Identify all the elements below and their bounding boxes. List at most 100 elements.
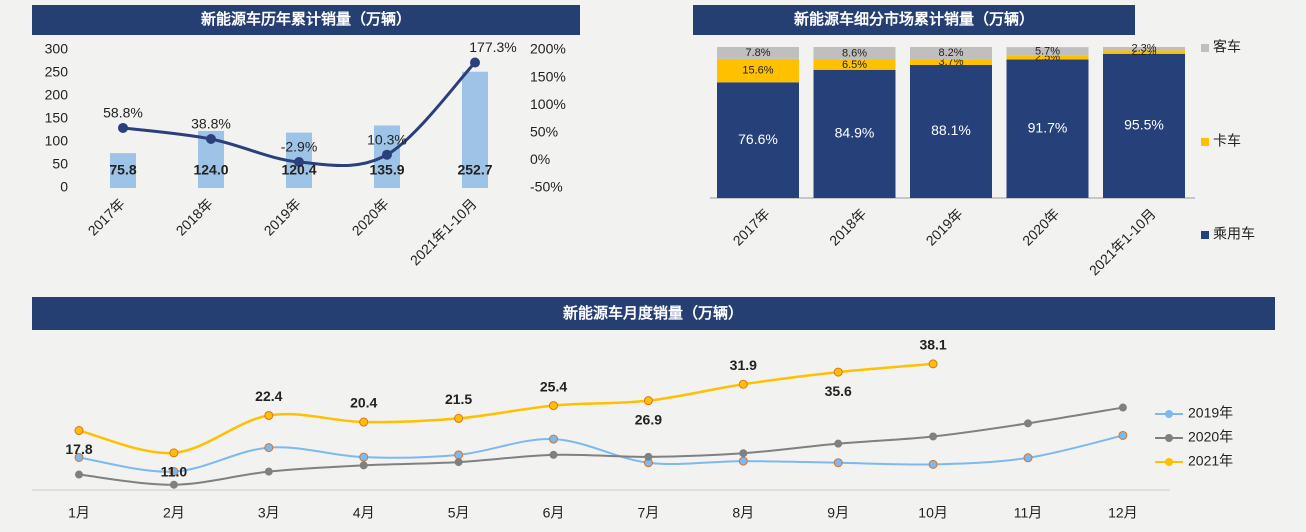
marker [738,456,748,466]
data-label: 20.4 [350,395,377,411]
data-label: 88.1% [931,122,971,138]
line [78,406,1124,486]
bar-segment [910,64,992,199]
legend-swatch [1201,44,1209,52]
x-tick-label: 6月 [543,505,565,521]
marker [738,379,748,389]
y-tick-label: 200 [45,87,69,103]
bar-segment [813,47,896,60]
y2-tick-label: 50% [530,124,558,140]
data-label: 10.3% [367,131,407,147]
data-label: 135.9 [369,162,404,178]
marker [359,461,368,470]
x-tick-label: 2018年 [172,195,215,238]
x-tick-label: 2021年1-10月 [407,195,480,268]
marker [834,439,843,448]
data-label: 31.9 [730,357,757,373]
x-tick-label: 2月 [163,505,185,521]
marker [454,413,464,423]
line [78,362,934,455]
marker [833,367,843,377]
y-tick-label: 100 [45,133,69,149]
data-label: 11.0 [161,464,188,480]
legend-label: 客车 [1213,39,1241,55]
legend-marker [1165,458,1173,466]
data-label: 17.8 [65,441,92,457]
marker [833,458,843,468]
marker [739,449,748,458]
marker [169,467,179,477]
marker [549,401,558,411]
title-bar [32,297,1275,330]
bar-segment [1006,59,1089,198]
marker [644,452,653,461]
data-label: 8.2% [938,47,963,59]
data-label: 75.8 [109,162,136,178]
legend-swatch [1201,231,1209,239]
legend-label: 2019年 [1188,405,1233,421]
marker [549,434,558,444]
legend-label: 乘用车 [1213,226,1255,242]
legend-label: 卡车 [1213,133,1241,149]
legend-marker [1165,410,1173,418]
x-tick-label: 8月 [732,505,754,521]
marker [643,396,653,406]
data-label: 84.9% [835,125,875,141]
data-label: 38.1 [919,337,946,353]
marker [929,432,938,441]
bar-segment [910,59,992,65]
x-tick-label: 11月 [1014,505,1043,521]
bar [110,153,136,188]
marker [1024,419,1032,428]
marker [454,450,464,460]
y-tick-label: 250 [45,64,69,80]
x-tick-label: 2019年 [260,195,303,238]
marker [359,417,369,427]
x-tick-label: 7月 [638,505,660,521]
bar-segment [910,47,992,60]
data-label: 8.6% [842,47,867,59]
marker [264,410,274,420]
x-tick-label: 3月 [258,505,280,521]
y-tick-label: 300 [45,41,69,57]
marker [1118,403,1127,412]
y2-tick-label: 0% [530,151,550,167]
y-tick-label: 0 [60,179,68,195]
data-label: 6.5% [842,59,867,71]
data-label: 76.6% [738,131,778,147]
x-tick-label: 2019年 [922,205,965,248]
data-label: 177.3% [469,39,516,55]
data-label: 95.5% [1124,117,1164,133]
legend-label: 2020年 [1188,429,1233,445]
y2-tick-label: -50% [530,179,563,195]
marker [74,426,84,436]
marker [928,359,938,369]
data-label: 252.7 [457,162,492,178]
x-tick-label: 10月 [918,505,948,521]
data-label: 26.9 [635,411,662,427]
marker [294,157,304,168]
bar-segment [1103,47,1185,51]
x-tick-label: 4月 [353,505,375,521]
y-tick-label: 50 [52,156,68,172]
line [78,434,1124,473]
data-label: 58.8% [103,105,143,121]
data-label: 22.4 [255,388,282,404]
data-label: -2.9% [281,139,318,155]
data-label: 7.8% [745,47,770,59]
data-label: 15.6% [742,64,773,76]
chart-title: 新能源车细分市场累计销量（万辆） [794,10,1034,28]
x-tick-label: 1月 [68,505,90,521]
marker [169,448,179,458]
x-tick-label: 9月 [827,505,849,521]
legend-swatch [1201,138,1209,146]
data-label: 120.4 [281,162,316,178]
bar-segment [717,82,799,198]
marker [549,450,558,459]
marker [470,57,480,68]
marker [169,480,178,489]
chart-title: 新能源车月度销量（万辆） [563,304,743,322]
x-tick-label: 2017年 [729,205,772,248]
x-tick-label: 2020年 [348,195,391,238]
